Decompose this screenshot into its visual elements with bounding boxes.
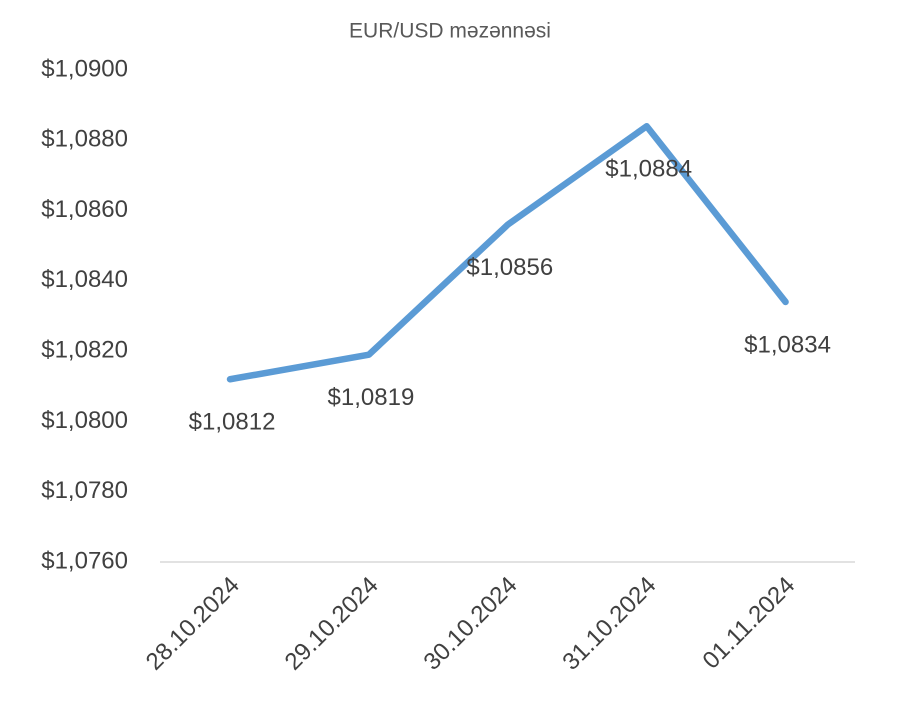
y-tick-label: $1,0760 (41, 547, 128, 574)
data-label: $1,0834 (744, 331, 831, 358)
y-tick-label: $1,0780 (41, 477, 128, 504)
line (226, 122, 789, 383)
y-tick-label: $1,0880 (41, 126, 128, 153)
x-tick-label: 30.10.2024 (418, 572, 522, 676)
y-tick-label: $1,0840 (41, 266, 128, 293)
data-label: $1,0856 (466, 254, 553, 281)
y-tick-label: $1,0820 (41, 336, 128, 363)
y-tick-label: $1,0800 (41, 407, 128, 434)
x-tick-label: 01.11.2024 (698, 572, 801, 675)
y-tick-label: $1,0860 (41, 196, 128, 223)
chart-title: EUR/USD məzənnəsi (349, 20, 551, 43)
data-label: $1,0812 (189, 409, 276, 436)
data-label: $1,0819 (328, 384, 415, 411)
x-tick-label: 29.10.2024 (280, 572, 384, 676)
data-label: $1,0884 (605, 156, 692, 183)
x-tick-label: 31.10.2024 (557, 572, 661, 676)
y-tick-label: $1,0900 (41, 55, 128, 82)
x-tick-label: 28.10.2024 (141, 572, 245, 676)
